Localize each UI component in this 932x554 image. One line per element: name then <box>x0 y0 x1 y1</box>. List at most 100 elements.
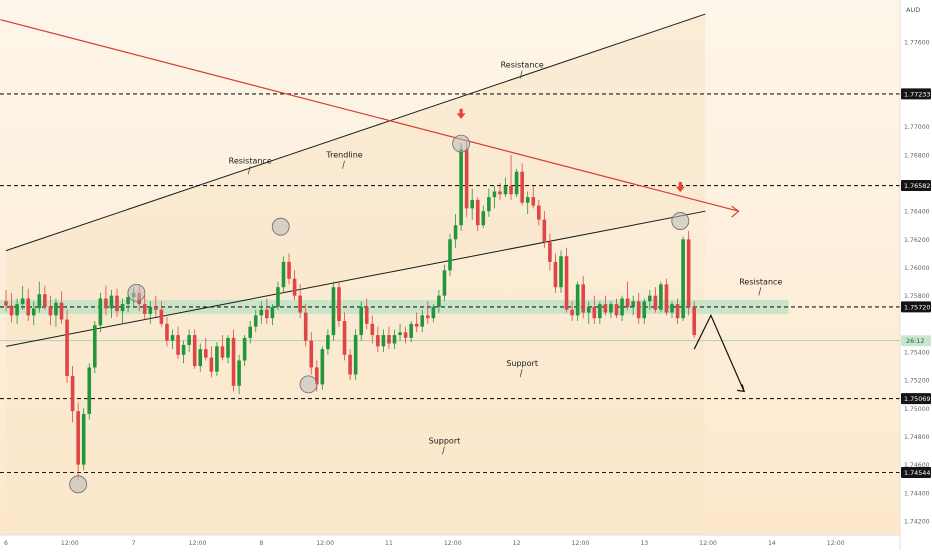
candle-body <box>342 321 347 355</box>
candle-body <box>564 256 569 310</box>
candle-body <box>298 295 302 313</box>
currency-label: AUD <box>906 6 920 14</box>
candle-body <box>120 304 125 312</box>
candle-body <box>659 284 663 310</box>
candle-body <box>331 287 336 336</box>
candle-body <box>403 332 408 338</box>
candle-body <box>431 306 436 319</box>
candle-body <box>614 304 619 316</box>
candle-body <box>109 295 114 309</box>
time-tick-label: 12:00 <box>699 540 717 547</box>
candle-body <box>192 335 197 367</box>
candle-body <box>675 304 680 319</box>
candle-body <box>492 191 497 198</box>
candle-body <box>220 346 225 358</box>
candle-body <box>620 298 624 316</box>
candle-body <box>409 323 413 338</box>
candle-body <box>9 305 14 316</box>
candle-body <box>631 301 635 307</box>
time-tick-label: 8 <box>259 540 263 547</box>
candle-body <box>337 287 341 321</box>
candle-body <box>165 323 169 341</box>
price-tick-label: 1.75800 <box>904 293 930 300</box>
candle-body <box>315 367 319 385</box>
candle-body <box>126 297 130 305</box>
time-tick-label: 12:00 <box>61 540 79 547</box>
candle-body <box>326 335 330 350</box>
candle-body <box>426 315 430 319</box>
candle-body <box>509 185 513 195</box>
level-price-tag <box>901 180 931 192</box>
candle-body <box>181 344 186 355</box>
annotation-label: Resistance <box>501 61 544 70</box>
candle-body <box>176 335 180 355</box>
candle-body <box>104 298 108 309</box>
candle-body <box>31 308 36 316</box>
candle-body <box>464 149 469 209</box>
candle-body <box>204 349 208 358</box>
time-tick-label: 13 <box>640 540 648 547</box>
annotation-label: Support <box>506 359 538 368</box>
level-price-tag-text: 1.74544 <box>904 469 930 477</box>
candle-body <box>187 335 191 345</box>
annotation-leader <box>442 446 445 455</box>
candle-body <box>442 270 447 296</box>
time-tick-label: 12:00 <box>827 540 845 547</box>
candle-body <box>98 298 103 326</box>
candle-body <box>670 304 674 313</box>
candle-body <box>54 302 58 316</box>
price-tick-label: 1.74600 <box>904 462 930 469</box>
candle-body <box>531 197 536 206</box>
candle-body <box>253 315 258 327</box>
candle-body <box>598 304 602 319</box>
candle-body <box>287 261 291 279</box>
time-tick-label: 12:00 <box>572 540 590 547</box>
candle-body <box>575 284 580 316</box>
price-tick-label: 1.75000 <box>904 406 930 413</box>
candle-body <box>170 335 175 341</box>
candle-body <box>209 357 214 372</box>
candle-body <box>231 337 236 386</box>
candle-body <box>559 256 563 288</box>
candle-body <box>648 295 652 302</box>
candle-body <box>592 306 597 319</box>
candle-body <box>226 337 230 358</box>
candle-body <box>59 302 64 320</box>
annotation-leader <box>342 160 345 169</box>
candle-body <box>381 335 386 347</box>
candle-body <box>692 306 696 336</box>
candle-body <box>281 261 286 288</box>
candle-body <box>76 411 80 465</box>
candle-body <box>387 335 391 344</box>
candle-body <box>636 301 641 319</box>
candle-body <box>553 261 558 288</box>
candle-body <box>43 294 47 307</box>
candle-body <box>65 319 69 376</box>
current-price-tag <box>901 335 931 347</box>
candle-body <box>392 335 397 344</box>
candle-body <box>353 335 358 375</box>
candle-body <box>159 309 164 324</box>
price-tick-label: 1.75400 <box>904 349 930 356</box>
touch-point-circle <box>69 475 88 494</box>
candle-body <box>265 309 269 319</box>
sell-arrow-head <box>675 186 685 193</box>
projection-path <box>693 313 745 392</box>
sell-arrow-shaft <box>459 108 463 114</box>
candle-body <box>609 304 613 313</box>
candle-body <box>248 326 252 338</box>
candle-body <box>570 309 574 316</box>
candle-body <box>48 306 53 316</box>
time-axis-background <box>0 535 932 550</box>
touch-point-circle <box>299 375 318 394</box>
candle-body <box>270 306 275 319</box>
current-price-tag-text: 26:12 <box>906 337 924 345</box>
candle-body <box>603 304 608 313</box>
price-tick-label: 1.77000 <box>904 124 930 131</box>
candle-body <box>359 306 363 336</box>
price-tick-label: 1.76400 <box>904 209 930 216</box>
time-tick-label: 7 <box>132 540 136 547</box>
candle-body <box>15 304 19 316</box>
